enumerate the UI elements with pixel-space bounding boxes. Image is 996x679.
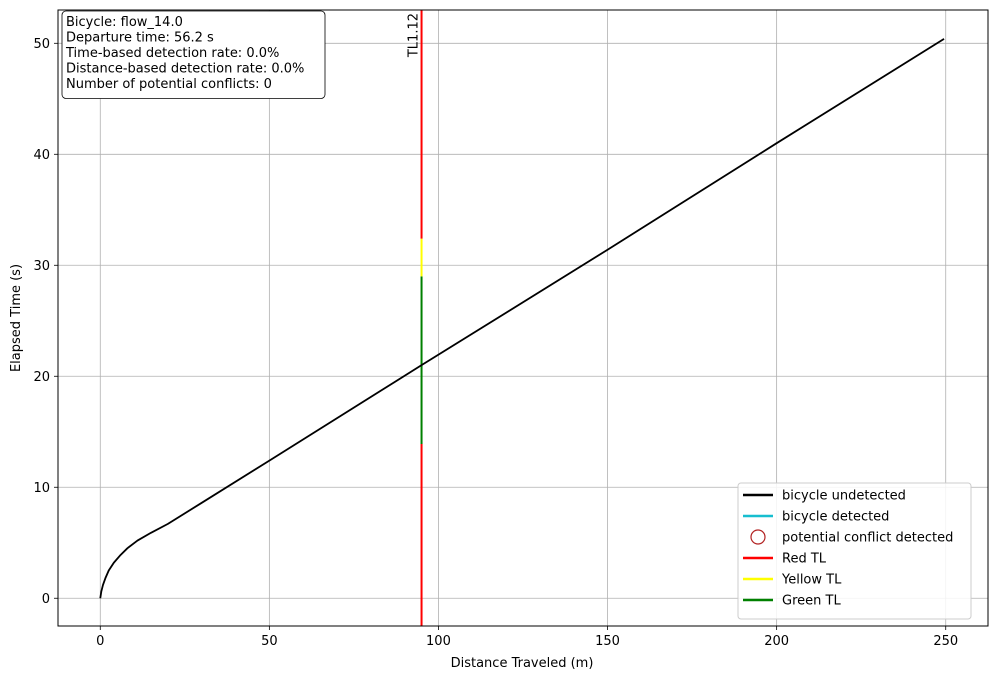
- x-tick-label: 50: [261, 634, 278, 649]
- traffic-light-label: TL1.12: [407, 13, 422, 58]
- legend-marker-circle: [750, 529, 766, 545]
- x-tick-label: 100: [426, 634, 451, 649]
- legend-label: bicycle undetected: [782, 489, 906, 504]
- x-tick-label: 250: [933, 634, 958, 649]
- legend-label: bicycle detected: [782, 510, 889, 525]
- y-tick-label: 20: [33, 370, 50, 385]
- legend-label: Red TL: [782, 552, 827, 567]
- info-line: Departure time: 56.2 s: [66, 31, 214, 46]
- x-tick-label: 200: [764, 634, 789, 649]
- x-tick-label: 0: [96, 634, 104, 649]
- x-axis-label: Distance Traveled (m): [451, 656, 594, 671]
- y-axis-label: Elapsed Time (s): [9, 264, 24, 372]
- series-line-bicycle-undetected: [99, 38, 945, 599]
- legend: bicycle undetected bicycle detected potent…: [737, 482, 972, 620]
- legend-label: Green TL: [782, 594, 841, 609]
- info-box-frame: [61, 10, 326, 99]
- info-line: Time-based detection rate: 0.0%: [65, 46, 279, 61]
- grid-lines: [58, 10, 988, 626]
- info-line: Number of potential conflicts: 0: [66, 77, 272, 92]
- axes-frame: [57, 9, 989, 627]
- legend-label: Yellow TL: [781, 573, 842, 588]
- y-tick-label: 50: [33, 37, 50, 52]
- x-tick-label: 150: [595, 634, 620, 649]
- traffic-light-layer: TL1.12: [407, 10, 423, 626]
- series-layer: [99, 38, 945, 599]
- y-tick-label: 0: [42, 592, 50, 607]
- legend-frame: [737, 482, 972, 620]
- info-line: Bicycle: flow_14.0: [66, 15, 183, 30]
- info-line: Distance-based detection rate: 0.0%: [66, 62, 304, 77]
- legend-label: potential conflict detected: [782, 531, 953, 546]
- y-tick-label: 10: [33, 481, 50, 496]
- y-tick-label: 40: [33, 148, 50, 163]
- axis-ticks: 0 50 100 150 200 250 0 10 20 30 40 50: [33, 37, 958, 649]
- y-tick-label: 30: [33, 259, 50, 274]
